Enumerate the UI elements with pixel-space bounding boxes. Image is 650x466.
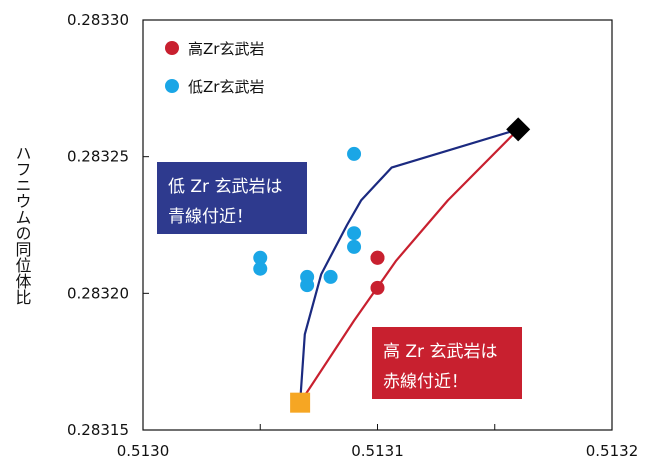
y-tick-label: 0.28315 [67, 421, 129, 439]
data-point [370, 280, 385, 295]
y-axis: 0.28315 0.28320 0.28325 0.28330 [67, 11, 149, 439]
data-point [253, 261, 268, 276]
y-tick-label: 0.28320 [67, 284, 129, 302]
curves [299, 128, 519, 404]
points [253, 146, 385, 295]
legend-marker-high-zr [165, 41, 179, 55]
callout-low-zr: 低 Zr 玄武岩は 青線付近！ [157, 162, 307, 234]
data-point [300, 269, 315, 284]
legend: 高Zr玄武岩 低Zr玄武岩 [165, 40, 264, 96]
callout-high-zr-line-2: 赤線付近！ [383, 372, 468, 392]
y-tick-label: 0.28325 [67, 148, 129, 166]
callout-high-zr: 高 Zr 玄武岩は 赤線付近！ [372, 327, 522, 399]
curve-line-2 [299, 128, 519, 403]
data-point [323, 269, 338, 284]
data-point [347, 146, 362, 161]
end-markers [290, 117, 531, 413]
data-point [347, 239, 362, 254]
y-axis-label: ハフニウムの同位体比 [13, 145, 32, 305]
end-marker-square [290, 392, 311, 413]
x-tick-label: 0.5131 [351, 442, 404, 460]
callout-low-zr-box [157, 162, 307, 234]
callout-low-zr-line-1: 低 Zr 玄武岩は [168, 177, 282, 197]
x-tick-label: 0.5130 [117, 442, 170, 460]
callout-low-zr-line-2: 青線付近！ [168, 207, 253, 227]
legend-marker-low-zr [165, 79, 179, 93]
callout-high-zr-line-1: 高 Zr 玄武岩は [383, 342, 497, 362]
curve-line-3 [299, 128, 519, 404]
legend-label-high-zr: 高Zr玄武岩 [188, 40, 264, 58]
x-tick-label: 0.5132 [586, 442, 639, 460]
x-axis: 0.5130 0.5131 0.5132 [117, 424, 639, 460]
end-marker-diamond [506, 117, 531, 142]
callout-high-zr-box [372, 327, 522, 399]
y-tick-label: 0.28330 [67, 11, 129, 29]
data-point [347, 226, 362, 241]
legend-label-low-zr: 低Zr玄武岩 [188, 78, 264, 96]
data-point [370, 250, 385, 265]
data-point [253, 250, 268, 265]
